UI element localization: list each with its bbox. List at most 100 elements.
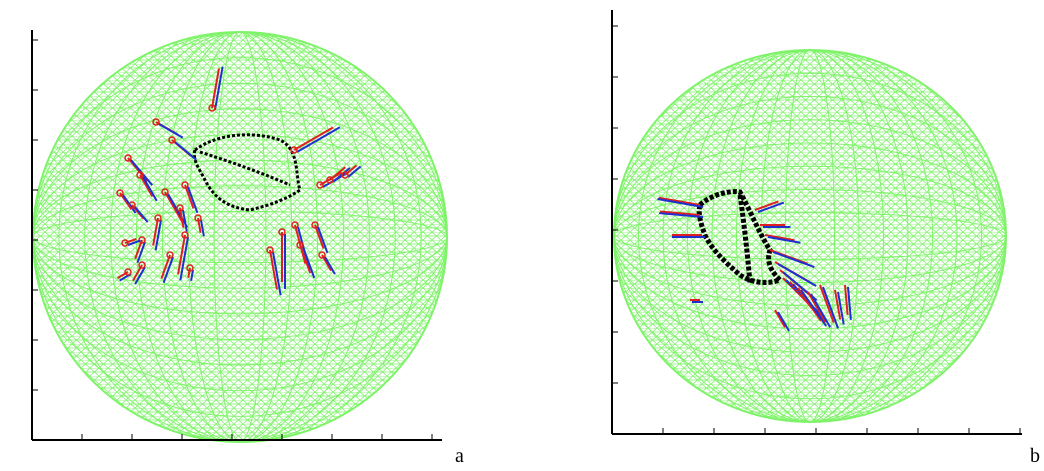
vector-red (152, 217, 159, 246)
meridian (161, 32, 319, 442)
vector-origin (318, 251, 326, 259)
parallel (33, 57, 447, 417)
vector-blue (187, 186, 199, 214)
vector-origin (152, 118, 160, 126)
panel-b: b (611, 10, 1040, 467)
vectors (657, 196, 852, 332)
parallel (33, 82, 447, 392)
vector-origin (278, 228, 286, 236)
mesh-meridians (33, 32, 447, 442)
vector-origin (296, 241, 304, 249)
vector-blue (777, 263, 817, 287)
vector-red (177, 234, 186, 275)
vector-origin (186, 264, 194, 272)
parallel (614, 72, 1006, 400)
parallel (614, 119, 1006, 353)
vector-red (293, 126, 334, 151)
vector-blue (179, 236, 189, 281)
vector-red (269, 249, 278, 290)
vector-blue (134, 266, 146, 285)
vector-red (660, 210, 701, 216)
vector-blue (174, 141, 197, 161)
vector-blue (182, 209, 188, 232)
vector-red (124, 237, 137, 244)
vector-blue (272, 251, 282, 296)
meridian (638, 50, 982, 422)
vector-red (117, 271, 129, 279)
parallel (614, 212, 1006, 260)
vector-red (834, 289, 842, 320)
parallel (614, 142, 1006, 330)
meridian (785, 50, 835, 422)
vector-blue (822, 286, 839, 329)
vector-origin (128, 201, 136, 209)
mesh-sphere (32, 31, 448, 443)
parallel (614, 96, 1006, 376)
vector-blue (214, 66, 224, 111)
boundary-curve (192, 133, 302, 212)
vector-blue (324, 256, 336, 275)
vector-blue (162, 256, 174, 284)
vector-red (819, 284, 835, 323)
vector-blue (142, 176, 158, 202)
vector-origin (181, 231, 189, 239)
vector-origin (168, 136, 176, 144)
vector-blue (800, 289, 828, 327)
parallel (33, 134, 447, 340)
panel-label: b (1030, 445, 1040, 467)
meridian (662, 50, 958, 422)
vector-red (187, 267, 191, 279)
meridian (213, 32, 267, 442)
vector-blue (158, 123, 184, 139)
boundary-curve (696, 189, 785, 285)
parallel (33, 108, 447, 366)
meridian (187, 32, 293, 442)
vector-red (139, 174, 154, 198)
vector-blue (767, 236, 801, 244)
meridian (58, 32, 422, 442)
vector-blue (154, 219, 162, 251)
vector-blue (136, 241, 146, 264)
vector-blue (772, 251, 815, 268)
tick-marks (31, 25, 1021, 441)
parallel (33, 210, 447, 264)
vector-red (164, 191, 184, 223)
vector-red (299, 244, 312, 274)
vector-blue (317, 226, 329, 254)
vector-red (211, 68, 220, 109)
vector-origin (311, 221, 319, 229)
vector-red (184, 184, 195, 209)
panel-a: a (31, 30, 464, 467)
vector-origin (291, 221, 299, 229)
vector-origin (316, 181, 324, 189)
vector-origin (194, 214, 202, 222)
vector-blue (296, 126, 341, 153)
vector-red (754, 200, 779, 211)
vector-red (774, 309, 786, 328)
vector-blue (659, 212, 704, 218)
vector-blue (347, 165, 362, 178)
vector-blue (757, 201, 785, 213)
vector-origin (290, 146, 298, 154)
vector-red (844, 284, 849, 315)
vector-origin (138, 261, 146, 269)
vector-red (160, 254, 171, 279)
vector-blue (127, 239, 141, 246)
vector-red (658, 196, 701, 206)
vector-blue (777, 311, 790, 332)
vector-red (764, 234, 795, 242)
vector-origin (121, 239, 129, 247)
parallel (33, 159, 447, 315)
vector-origin (176, 204, 184, 212)
vector-red (797, 287, 822, 322)
vectors (116, 66, 362, 296)
vector-blue (847, 286, 852, 320)
meridian (110, 32, 370, 442)
vector-red (314, 224, 325, 249)
panel-label: a (455, 445, 464, 467)
meridian (736, 50, 884, 422)
vector-origin (161, 188, 169, 196)
vector-red (807, 291, 827, 323)
vector-origin (116, 189, 124, 197)
